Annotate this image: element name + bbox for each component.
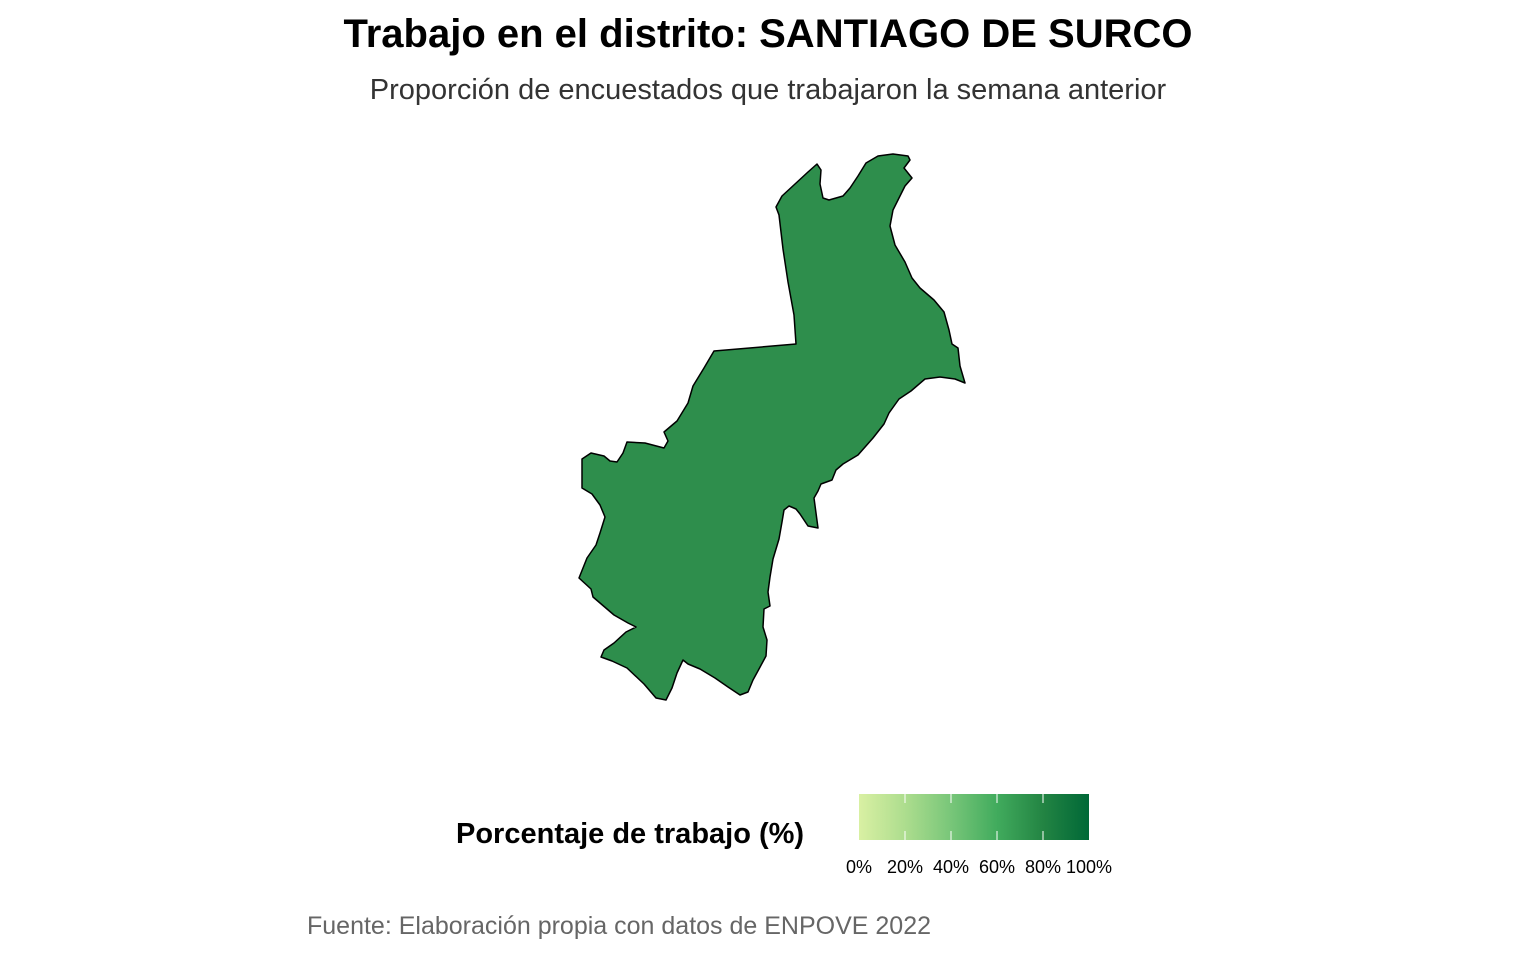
- chart-title: Trabajo en el distrito: SANTIAGO DE SURC…: [343, 12, 1193, 56]
- district-polygon-santiago-de-surco: [578, 153, 966, 701]
- legend-colorbar: [859, 794, 1089, 840]
- legend-title: Porcentaje de trabajo (%): [456, 818, 805, 850]
- legend-gradient-bar: [859, 794, 1089, 840]
- chart-subtitle: Proporción de encuestados que trabajaron…: [369, 74, 1167, 106]
- source-caption: Fuente: Elaboración propia con datos de …: [307, 912, 932, 940]
- legend-tick-marks: [904, 794, 1044, 840]
